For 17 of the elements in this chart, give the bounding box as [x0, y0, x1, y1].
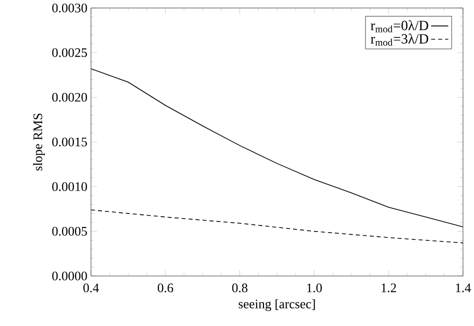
- legend-label: r$_{mod}$=0λ/D: [370, 20, 428, 32]
- x-tick-label: 0.4: [83, 284, 99, 292]
- y-tick-label: 0.0030: [52, 4, 87, 12]
- legend-label: r$_{mod}$=3λ/D: [370, 34, 428, 46]
- x-axis-title: seeing [arcsec]: [238, 299, 315, 312]
- y-tick-label: 0.0010: [52, 182, 87, 192]
- x-tick-label: 0.8: [232, 284, 248, 292]
- y-tick-label: 0.0025: [52, 48, 87, 58]
- x-tick-label: 0.6: [158, 284, 174, 292]
- x-tick-label: 1.0: [307, 284, 322, 292]
- y-tick-label: 0.0005: [52, 226, 87, 236]
- y-axis-title: slope RMS: [33, 114, 45, 171]
- y-tick-label: 0.0020: [52, 92, 87, 102]
- x-tick-label: 1.4: [456, 284, 471, 292]
- y-tick-label: 0.0015: [52, 138, 87, 146]
- x-tick-label: 1.2: [382, 284, 396, 292]
- y-tick-label: 0.0000: [52, 272, 87, 280]
